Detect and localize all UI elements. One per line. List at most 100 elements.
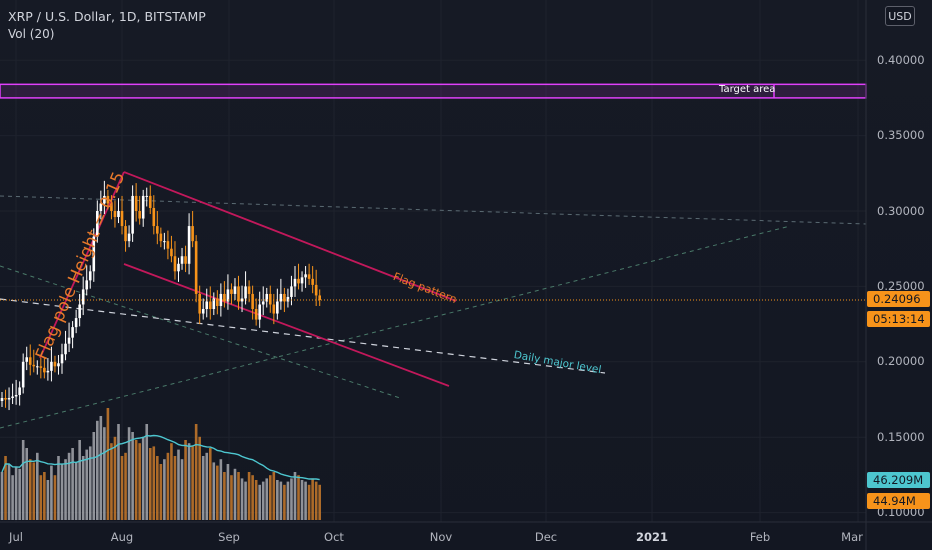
volume-bar — [300, 480, 304, 520]
volume-bar — [177, 449, 180, 520]
flag-upper-line[interactable] — [123, 171, 457, 302]
candle-body — [28, 357, 32, 365]
candle-body — [11, 396, 14, 398]
candle-body — [21, 361, 25, 388]
candle-body — [78, 304, 81, 319]
target-area-label[interactable]: Target area — [719, 84, 776, 95]
volume-bar — [180, 459, 184, 520]
volume-bar — [81, 456, 85, 520]
candle-body — [208, 301, 212, 310]
price-label: 0.35000 — [877, 128, 925, 142]
candle-body — [92, 236, 96, 272]
volume-bar — [201, 456, 205, 520]
volume-bar — [205, 452, 209, 520]
trend-line-upper[interactable] — [0, 195, 867, 225]
candle-body — [230, 289, 233, 294]
candle-body — [88, 271, 92, 281]
candle-body — [286, 296, 290, 302]
candle-body — [117, 211, 120, 218]
trend-line-ascending[interactable] — [0, 225, 791, 429]
candle-body — [120, 211, 124, 227]
volume-bar — [92, 432, 96, 520]
candle-body — [223, 293, 226, 302]
flag-pole-line[interactable] — [39, 171, 125, 359]
candle-body — [57, 363, 60, 367]
trend-line-descending[interactable] — [0, 265, 401, 399]
candle-body — [240, 298, 244, 302]
volume-bar — [219, 459, 223, 520]
candle-body — [173, 256, 177, 272]
candle-body — [85, 280, 89, 290]
bar-countdown-tag: 05:13:14 — [867, 311, 930, 327]
time-label: Dec — [534, 530, 558, 544]
volume-bar — [311, 478, 314, 520]
volume-bar — [57, 456, 60, 520]
volume-bars — [0, 408, 321, 520]
volume-bar — [88, 446, 92, 520]
daily-major-level-line[interactable] — [0, 298, 606, 374]
volume-ma-line — [1, 434, 320, 481]
volume-bar — [106, 408, 110, 520]
candle-body — [7, 397, 11, 400]
candle-body — [314, 284, 318, 296]
price-label: 0.30000 — [877, 204, 925, 218]
price-label: 0.20000 — [877, 354, 925, 368]
volume-bar — [170, 443, 173, 520]
volume-tag: 44.94M — [867, 493, 930, 509]
volume-bar — [28, 459, 32, 520]
time-label: Oct — [324, 530, 344, 544]
candle-body — [276, 301, 279, 314]
volume-bar — [156, 456, 159, 520]
volume-bar — [110, 443, 113, 520]
volume-bar — [71, 448, 74, 520]
volume-bar — [244, 481, 247, 520]
volume-bar — [4, 456, 7, 520]
candle-body — [201, 309, 205, 314]
volume-bar — [159, 464, 163, 520]
candle-body — [148, 195, 152, 208]
volume-bar — [145, 424, 149, 520]
volume-bar — [198, 436, 201, 520]
volume-bar — [120, 456, 124, 520]
volume-bar — [173, 456, 177, 520]
volume-bar — [223, 472, 226, 520]
volume-bar — [74, 462, 78, 520]
candle-body — [50, 361, 53, 371]
candle-body — [180, 256, 184, 264]
trendlines[interactable] — [0, 171, 867, 429]
volume-bar — [131, 432, 134, 520]
currency-button[interactable]: USD — [885, 6, 915, 26]
candle-body — [265, 293, 269, 302]
volume-bar — [14, 467, 18, 520]
volume-bar — [25, 448, 29, 520]
volume-bar — [36, 452, 39, 520]
candle-body — [300, 277, 304, 284]
candle-body — [279, 293, 283, 302]
volume-indicator-legend[interactable]: Vol (20) — [8, 27, 55, 41]
candle-body — [318, 295, 321, 300]
candle-body — [96, 211, 99, 237]
volume-bar — [240, 478, 244, 520]
symbol-title[interactable]: XRP / U.S. Dollar, 1D, BITSTAMP — [8, 9, 206, 24]
volume-bar — [64, 459, 67, 520]
candle-body — [194, 241, 198, 294]
candle-body — [212, 298, 216, 310]
candle-body — [283, 293, 286, 302]
volume-bar — [43, 472, 46, 520]
candle-body — [233, 286, 237, 294]
candle-body — [254, 309, 258, 320]
candle-body — [0, 397, 4, 402]
flag-lower-line[interactable] — [123, 263, 450, 387]
candle-body — [64, 343, 67, 355]
volume-bar — [7, 464, 11, 520]
candle-body — [244, 286, 247, 299]
volume-bar — [67, 452, 71, 520]
volume-bar — [21, 440, 25, 520]
candle-body — [127, 233, 131, 242]
candle-body — [46, 370, 50, 373]
candle-body — [74, 318, 78, 328]
time-label: Mar — [841, 530, 863, 544]
volume-bar — [251, 475, 254, 520]
